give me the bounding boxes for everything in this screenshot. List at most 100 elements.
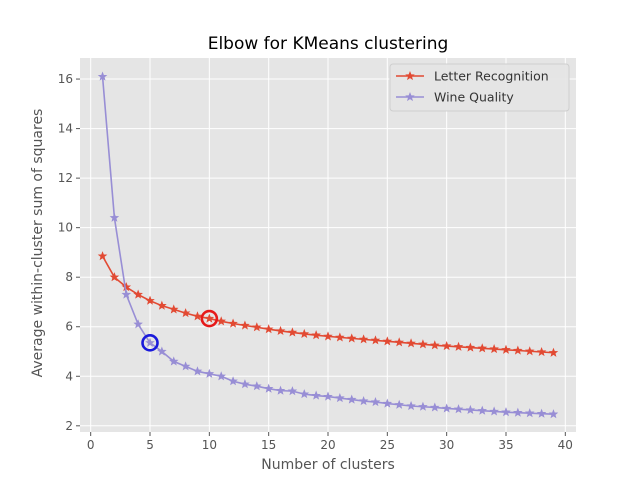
data-point <box>109 272 120 282</box>
data-point <box>536 346 547 357</box>
data-point <box>453 341 464 351</box>
data-point <box>441 403 452 413</box>
data-point <box>513 407 523 417</box>
data-point <box>406 338 416 348</box>
data-point <box>157 300 167 310</box>
data-point <box>180 361 191 371</box>
data-point <box>477 405 488 415</box>
data-point <box>323 391 333 401</box>
data-point <box>145 295 155 305</box>
elbow-highlight-circle <box>141 334 159 352</box>
data-point <box>477 343 488 353</box>
data-point <box>513 345 523 355</box>
y-axis-label: Average within-cluster sum of squares <box>30 109 46 378</box>
data-point <box>263 383 274 393</box>
data-point <box>335 393 345 403</box>
data-point <box>204 368 215 378</box>
x-tick-label: 30 <box>439 438 454 452</box>
legend-marker <box>405 70 415 81</box>
data-point <box>275 325 286 336</box>
x-tick-label: 10 <box>202 438 217 452</box>
data-point <box>216 371 226 381</box>
y-tick-label: 14 <box>58 122 73 136</box>
data-point <box>287 327 298 337</box>
data-point <box>370 335 381 345</box>
data-point <box>501 407 511 417</box>
data-point <box>465 404 476 415</box>
data-point <box>133 289 143 299</box>
data-point <box>430 402 440 412</box>
x-tick-label: 5 <box>146 438 154 452</box>
data-point <box>121 282 132 292</box>
data-point <box>394 337 404 347</box>
y-axis: 2 4 6 8 10 12 14 16 <box>58 72 80 433</box>
data-point <box>252 322 262 332</box>
data-point <box>133 319 143 329</box>
data-point <box>501 344 511 354</box>
data-point <box>370 396 381 407</box>
data-point <box>311 330 321 340</box>
legend-entry-label: Wine Quality <box>434 90 514 105</box>
x-axis-label: Number of clusters <box>261 457 395 473</box>
legend-entry-label: Letter Recognition <box>434 69 549 84</box>
x-tick-label: 25 <box>380 438 395 452</box>
x-axis: 0 5 10 15 20 25 30 35 40 <box>87 432 573 452</box>
data-point <box>299 328 310 338</box>
data-point <box>430 340 440 350</box>
data-point <box>240 320 250 330</box>
data-point <box>121 289 132 299</box>
data-point <box>465 342 476 352</box>
y-tick-label: 6 <box>65 320 73 334</box>
chart-title: Elbow for KMeans clustering <box>208 34 449 54</box>
data-point <box>168 356 179 366</box>
data-point <box>418 339 428 349</box>
data-point <box>418 401 428 411</box>
y-tick-label: 4 <box>65 369 73 383</box>
data-point <box>489 406 499 416</box>
data-point <box>216 316 226 326</box>
data-point <box>192 311 203 321</box>
y-tick-label: 16 <box>58 72 73 86</box>
x-tick-label: 15 <box>261 438 276 452</box>
data-point <box>180 308 191 318</box>
data-point <box>168 304 179 314</box>
data-point <box>335 332 345 342</box>
data-point <box>275 385 286 395</box>
data-point <box>287 386 298 396</box>
data-point <box>548 409 559 419</box>
data-point <box>346 333 357 343</box>
x-tick-label: 0 <box>87 438 95 452</box>
data-point <box>299 389 310 399</box>
data-point <box>109 212 120 222</box>
legend-box <box>389 63 570 112</box>
data-point <box>489 343 499 354</box>
data-point <box>382 336 393 346</box>
elbow-highlight-circle <box>200 309 219 328</box>
data-point <box>228 376 238 386</box>
data-point <box>192 366 203 376</box>
data-point <box>145 337 155 347</box>
data-point <box>263 324 274 334</box>
data-point <box>524 408 535 418</box>
data-point <box>157 346 167 356</box>
data-point <box>524 346 535 356</box>
y-tick-label: 10 <box>58 221 73 235</box>
data-point <box>204 313 215 323</box>
data-point <box>346 394 357 404</box>
series-1 <box>97 71 559 419</box>
data-point <box>394 399 404 409</box>
legend: Letter Recognition Wine Quality <box>389 63 570 112</box>
legend-marker <box>405 91 415 102</box>
data-point <box>453 404 464 414</box>
series-layer <box>97 71 559 419</box>
y-tick-label: 8 <box>65 270 73 284</box>
data-point <box>252 381 262 391</box>
data-point <box>358 334 369 344</box>
data-point <box>97 251 108 261</box>
data-point <box>240 379 250 389</box>
data-point <box>323 331 333 341</box>
data-point <box>382 398 393 408</box>
data-point <box>358 396 369 406</box>
x-tick-label: 35 <box>498 438 513 452</box>
